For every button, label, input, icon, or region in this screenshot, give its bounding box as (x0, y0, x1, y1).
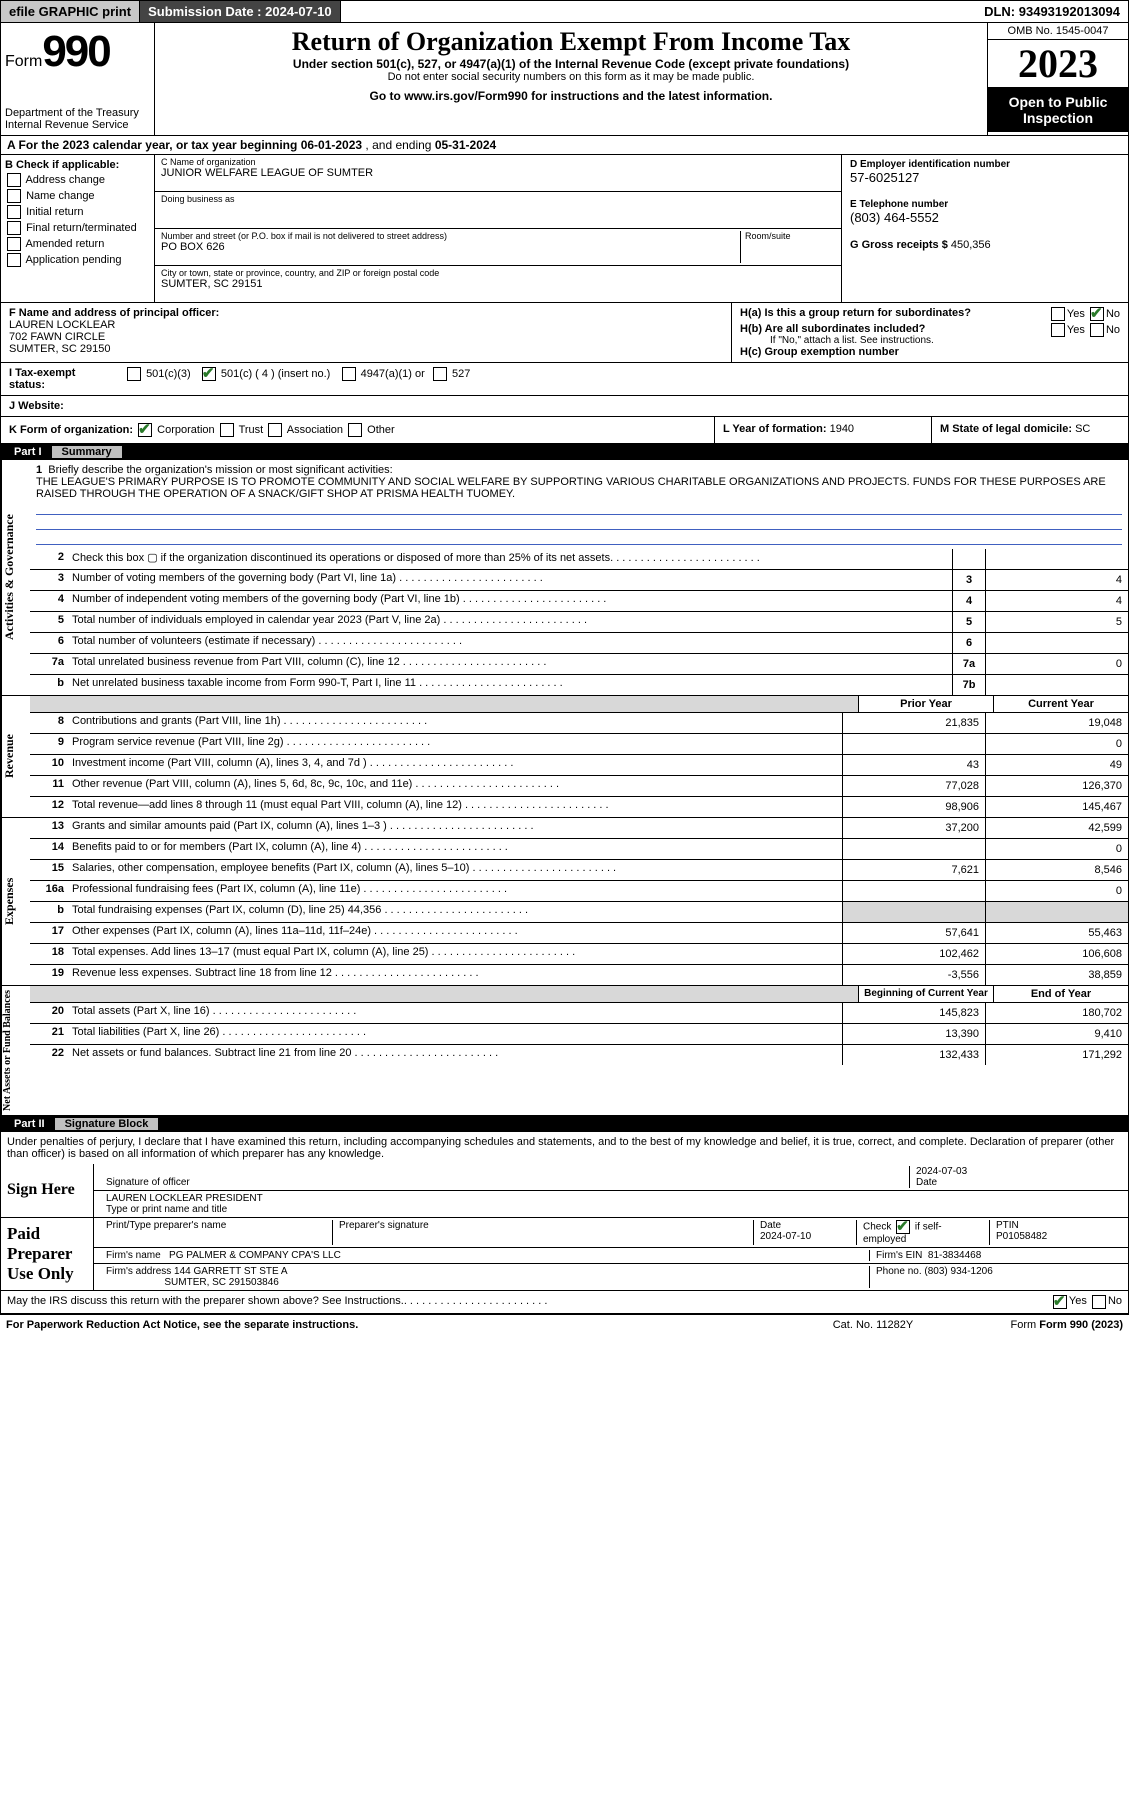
table-row: 16aProfessional fundraising fees (Part I… (30, 881, 1128, 902)
table-row: 14Benefits paid to or for members (Part … (30, 839, 1128, 860)
table-row: 12Total revenue—add lines 8 through 11 (… (30, 797, 1128, 817)
table-row: 18Total expenses. Add lines 13–17 (must … (30, 944, 1128, 965)
governance-section: Activities & Governance 1 Briefly descri… (0, 460, 1129, 696)
mission-text: THE LEAGUE'S PRIMARY PURPOSE IS TO PROMO… (36, 476, 1106, 500)
form-org-row: K Form of organization: Corporation Trus… (0, 417, 1129, 444)
table-row: 22Net assets or fund balances. Subtract … (30, 1045, 1128, 1065)
website-row: J Website: (0, 396, 1129, 417)
header-left: Form990 Department of the Treasury Inter… (1, 23, 155, 135)
table-row: 20Total assets (Part X, line 16)145,8231… (30, 1003, 1128, 1024)
527-checkbox[interactable] (433, 367, 447, 381)
submission-date: Submission Date : 2024-07-10 (140, 1, 341, 22)
assoc-checkbox[interactable] (268, 423, 282, 437)
table-row: 3Number of voting members of the governi… (30, 570, 1128, 591)
table-row: 11Other revenue (Part VIII, column (A), … (30, 776, 1128, 797)
hb-yes-checkbox[interactable] (1051, 323, 1065, 337)
top-bar: efile GRAPHIC print Submission Date : 20… (0, 0, 1129, 23)
table-row: 19Revenue less expenses. Subtract line 1… (30, 965, 1128, 985)
table-row: 7aTotal unrelated business revenue from … (30, 654, 1128, 675)
table-row: 9Program service revenue (Part VIII, lin… (30, 734, 1128, 755)
expenses-section: Expenses 13Grants and similar amounts pa… (0, 818, 1129, 986)
perjury-text: Under penalties of perjury, I declare th… (0, 1132, 1129, 1164)
netassets-section: Net Assets or Fund Balances Beginning of… (0, 986, 1129, 1116)
ha-no-checkbox[interactable] (1090, 307, 1104, 321)
name-address-block: C Name of organization JUNIOR WELFARE LE… (155, 155, 842, 302)
501c3-checkbox[interactable] (127, 367, 141, 381)
revenue-section: Revenue Prior Year Current Year 8Contrib… (0, 696, 1129, 818)
table-row: 6Total number of volunteers (estimate if… (30, 633, 1128, 654)
corp-checkbox[interactable] (138, 423, 152, 437)
table-row: bTotal fundraising expenses (Part IX, co… (30, 902, 1128, 923)
other-checkbox[interactable] (348, 423, 362, 437)
initial-return-checkbox[interactable] (7, 205, 21, 219)
table-row: 21Total liabilities (Part X, line 26)13,… (30, 1024, 1128, 1045)
discuss-no-checkbox[interactable] (1092, 1295, 1106, 1309)
501c-checkbox[interactable] (202, 367, 216, 381)
trust-checkbox[interactable] (220, 423, 234, 437)
page-footer: For Paperwork Reduction Act Notice, see … (0, 1314, 1129, 1335)
header-title: Return of Organization Exempt From Incom… (155, 23, 987, 135)
tax-status-row: I Tax-exempt status: 501(c)(3) 501(c) ( … (0, 363, 1129, 396)
addr-change-checkbox[interactable] (7, 173, 21, 187)
app-pending-checkbox[interactable] (7, 253, 21, 267)
table-row: 13Grants and similar amounts paid (Part … (30, 818, 1128, 839)
table-row: 8Contributions and grants (Part VIII, li… (30, 713, 1128, 734)
tax-year-line: A For the 2023 calendar year, or tax yea… (0, 136, 1129, 155)
header-right: OMB No. 1545-0047 2023 Open to Public In… (987, 23, 1128, 135)
ein-phone-block: D Employer identification number 57-6025… (842, 155, 1128, 302)
org-info-block: B Check if applicable: Address change Na… (0, 155, 1129, 303)
table-row: 10Investment income (Part VIII, column (… (30, 755, 1128, 776)
self-employed-checkbox[interactable] (896, 1220, 910, 1234)
officer-group-block: F Name and address of principal officer:… (0, 303, 1129, 363)
table-row: 2Check this box ▢ if the organization di… (30, 549, 1128, 570)
4947-checkbox[interactable] (342, 367, 356, 381)
discuss-yes-checkbox[interactable] (1053, 1295, 1067, 1309)
part2-header: Part II Signature Block (0, 1116, 1129, 1132)
part1-header: Part I Summary (0, 444, 1129, 460)
discuss-row: May the IRS discuss this return with the… (0, 1291, 1129, 1314)
signature-block: Sign Here Signature of officer 2024-07-0… (0, 1164, 1129, 1291)
final-return-checkbox[interactable] (7, 221, 21, 235)
table-row: 15Salaries, other compensation, employee… (30, 860, 1128, 881)
name-change-checkbox[interactable] (7, 189, 21, 203)
table-row: 17Other expenses (Part IX, column (A), l… (30, 923, 1128, 944)
amended-return-checkbox[interactable] (7, 237, 21, 251)
checkbox-col-b: B Check if applicable: Address change Na… (1, 155, 155, 302)
hb-no-checkbox[interactable] (1090, 323, 1104, 337)
table-row: bNet unrelated business taxable income f… (30, 675, 1128, 695)
ha-yes-checkbox[interactable] (1051, 307, 1065, 321)
dln: DLN: 93493192013094 (976, 1, 1128, 22)
form-header: Form990 Department of the Treasury Inter… (0, 23, 1129, 136)
table-row: 5Total number of individuals employed in… (30, 612, 1128, 633)
efile-label: efile GRAPHIC print (1, 1, 140, 22)
table-row: 4Number of independent voting members of… (30, 591, 1128, 612)
